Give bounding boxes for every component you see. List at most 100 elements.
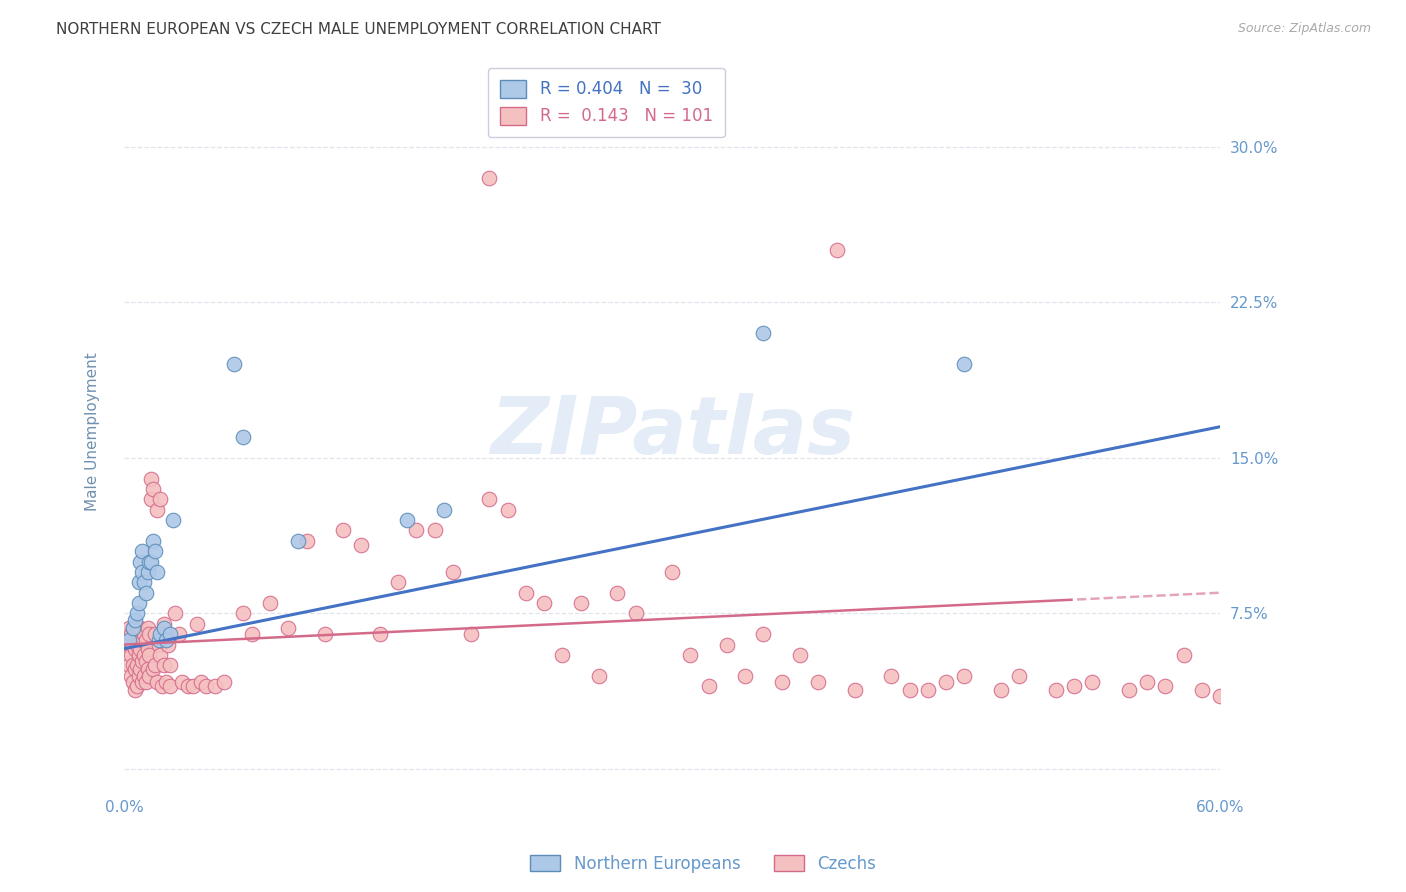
- Point: [117, 641, 139, 656]
- Point: [131, 654, 153, 668]
- Point: [496, 502, 519, 516]
- Point: [441, 565, 464, 579]
- Point: [128, 596, 150, 610]
- Point: [149, 492, 172, 507]
- Text: Source: ZipAtlas.com: Source: ZipAtlas.com: [1237, 22, 1371, 36]
- Point: [131, 674, 153, 689]
- Point: [136, 641, 159, 656]
- Point: [146, 565, 169, 579]
- Point: [478, 170, 501, 185]
- Legend: R = 0.404   N =  30, R =  0.143   N = 101: R = 0.404 N = 30, R = 0.143 N = 101: [488, 68, 724, 137]
- Point: [405, 524, 427, 538]
- Point: [118, 638, 141, 652]
- Point: [515, 585, 537, 599]
- Point: [122, 674, 145, 689]
- Point: [114, 633, 136, 648]
- Point: [136, 565, 159, 579]
- Point: [990, 683, 1012, 698]
- Point: [150, 679, 173, 693]
- Point: [159, 658, 181, 673]
- Text: ZIPatlas: ZIPatlas: [489, 392, 855, 471]
- Point: [122, 621, 145, 635]
- Point: [146, 674, 169, 689]
- Point: [752, 627, 775, 641]
- Point: [953, 358, 976, 372]
- Point: [1045, 683, 1067, 698]
- Point: [148, 633, 170, 648]
- Point: [148, 638, 170, 652]
- Point: [136, 663, 159, 677]
- Point: [128, 669, 150, 683]
- Point: [124, 627, 146, 641]
- Point: [135, 633, 157, 648]
- Point: [661, 565, 683, 579]
- Point: [149, 627, 172, 641]
- Point: [132, 669, 155, 683]
- Point: [124, 683, 146, 698]
- Point: [770, 674, 793, 689]
- Point: [222, 358, 245, 372]
- Legend: Northern Europeans, Czechs: Northern Europeans, Czechs: [523, 848, 883, 880]
- Point: [190, 674, 212, 689]
- Point: [1173, 648, 1195, 662]
- Point: [132, 627, 155, 641]
- Point: [214, 674, 236, 689]
- Point: [159, 679, 181, 693]
- Point: [789, 648, 811, 662]
- Point: [259, 596, 281, 610]
- Point: [129, 663, 152, 677]
- Point: [138, 555, 160, 569]
- Point: [142, 663, 165, 677]
- Point: [128, 648, 150, 662]
- Point: [204, 679, 226, 693]
- Point: [135, 674, 157, 689]
- Point: [156, 638, 179, 652]
- Y-axis label: Male Unemployment: Male Unemployment: [86, 352, 100, 511]
- Point: [143, 544, 166, 558]
- Point: [135, 585, 157, 599]
- Point: [825, 244, 848, 258]
- Point: [387, 575, 409, 590]
- Point: [129, 555, 152, 569]
- Point: [953, 669, 976, 683]
- Point: [128, 575, 150, 590]
- Point: [118, 633, 141, 648]
- Point: [141, 472, 163, 486]
- Point: [295, 533, 318, 548]
- Point: [551, 648, 574, 662]
- Point: [124, 663, 146, 677]
- Point: [569, 596, 592, 610]
- Point: [287, 533, 309, 548]
- Point: [1118, 683, 1140, 698]
- Point: [624, 607, 647, 621]
- Point: [186, 616, 208, 631]
- Point: [167, 627, 190, 641]
- Point: [124, 641, 146, 656]
- Point: [1081, 674, 1104, 689]
- Point: [697, 679, 720, 693]
- Text: NORTHERN EUROPEAN VS CZECH MALE UNEMPLOYMENT CORRELATION CHART: NORTHERN EUROPEAN VS CZECH MALE UNEMPLOY…: [56, 22, 661, 37]
- Point: [143, 658, 166, 673]
- Point: [350, 538, 373, 552]
- Point: [588, 669, 610, 683]
- Point: [155, 633, 177, 648]
- Point: [606, 585, 628, 599]
- Point: [129, 641, 152, 656]
- Point: [124, 613, 146, 627]
- Point: [138, 627, 160, 641]
- Point: [153, 616, 176, 631]
- Point: [159, 627, 181, 641]
- Point: [132, 575, 155, 590]
- Point: [149, 648, 172, 662]
- Point: [120, 648, 142, 662]
- Point: [120, 627, 142, 641]
- Point: [1191, 683, 1213, 698]
- Point: [153, 621, 176, 635]
- Point: [117, 627, 139, 641]
- Point: [716, 638, 738, 652]
- Point: [122, 621, 145, 635]
- Point: [368, 627, 391, 641]
- Point: [135, 654, 157, 668]
- Point: [131, 544, 153, 558]
- Point: [183, 679, 205, 693]
